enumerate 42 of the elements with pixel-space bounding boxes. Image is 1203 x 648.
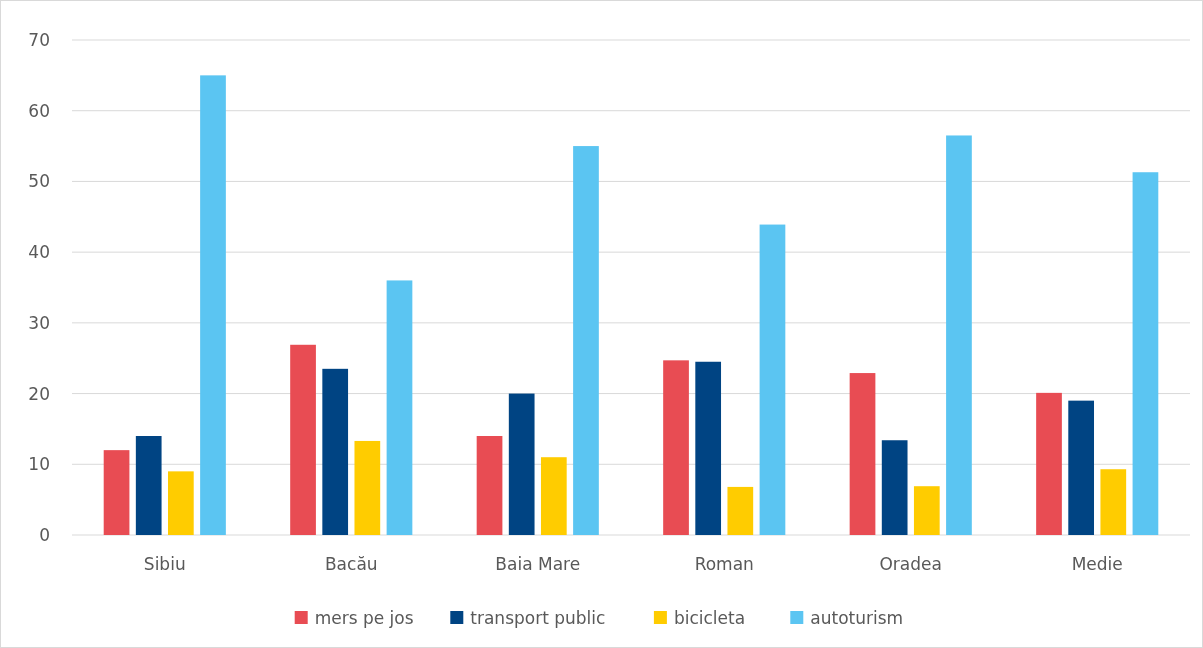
bar <box>167 471 194 535</box>
bar <box>727 486 754 535</box>
x-tick-label: Bacău <box>324 554 378 574</box>
bar <box>322 368 349 535</box>
legend-label: transport public <box>470 607 606 628</box>
bar <box>354 440 381 535</box>
bar <box>135 436 162 535</box>
x-tick-label: Sibiu <box>143 554 186 574</box>
bar <box>386 280 413 535</box>
bar <box>1068 400 1095 535</box>
bar <box>103 450 130 535</box>
bar <box>573 146 599 535</box>
bar <box>913 486 940 535</box>
y-tick-label: 70 <box>28 29 50 50</box>
y-tick-label: 40 <box>28 242 50 263</box>
x-tick-label: Baia Mare <box>495 554 581 574</box>
y-tick-label: 20 <box>28 383 50 404</box>
bar <box>476 436 503 535</box>
x-tick-label: Oradea <box>879 554 942 574</box>
bar <box>946 135 972 535</box>
bar <box>849 373 876 535</box>
bar <box>290 344 316 535</box>
legend-label: autoturism <box>810 607 904 628</box>
bar <box>540 457 567 535</box>
bar <box>1132 172 1159 535</box>
y-tick-label: 0 <box>39 524 50 545</box>
bar <box>663 360 689 535</box>
bar <box>881 440 908 535</box>
x-tick-label: Medie <box>1071 554 1123 574</box>
bar <box>1036 392 1062 535</box>
legend-label: mers pe jos <box>314 607 414 628</box>
bar <box>759 224 786 535</box>
bar <box>508 393 535 535</box>
y-tick-label: 60 <box>28 100 50 121</box>
x-tick-label: Roman <box>694 554 754 574</box>
y-tick-label: 10 <box>28 454 50 475</box>
legend-label: bicicleta <box>673 607 746 628</box>
y-tick-label: 30 <box>28 312 50 333</box>
y-tick-label: 50 <box>28 171 50 192</box>
bar <box>200 75 226 535</box>
bar <box>695 361 722 535</box>
bar <box>1100 469 1127 535</box>
